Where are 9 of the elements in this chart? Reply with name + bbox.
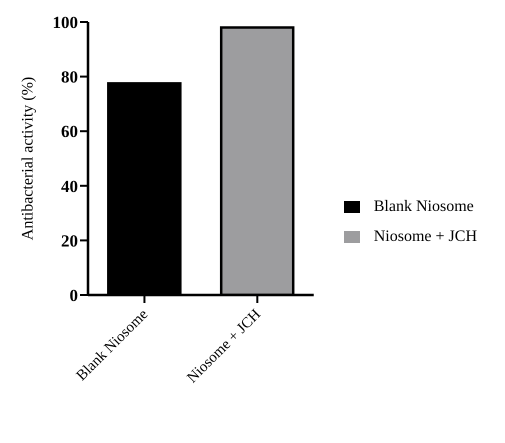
- y-tick-label: 60: [61, 122, 78, 142]
- y-tick-label: 20: [61, 231, 78, 250]
- legend-label: Blank Niosome: [374, 198, 474, 214]
- y-tick-label: 0: [70, 286, 78, 306]
- y-tick-label: 40: [61, 176, 78, 196]
- y-axis-title: Antibacterial activity (%): [20, 76, 37, 240]
- y-tick-label: 100: [52, 13, 78, 32]
- y-tick-label: 80: [61, 68, 78, 87]
- legend-label: Niosome + JCH: [374, 228, 477, 244]
